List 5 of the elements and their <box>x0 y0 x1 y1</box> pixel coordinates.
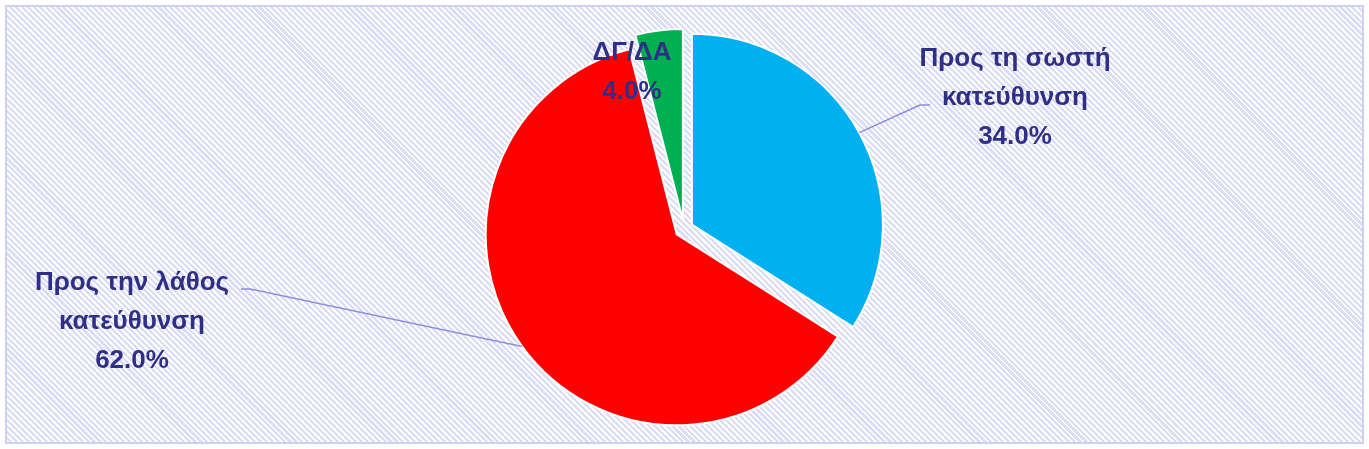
data-label: 62.0% <box>95 344 169 374</box>
slice-label: Προς τη σωστή κατεύθυνση <box>919 42 1111 111</box>
data-label: 34.0% <box>978 120 1052 150</box>
slice-label: ΔΓ/ΔΑ <box>592 36 672 66</box>
slice-label: Προς την λάθος κατεύθυνση <box>34 266 230 335</box>
